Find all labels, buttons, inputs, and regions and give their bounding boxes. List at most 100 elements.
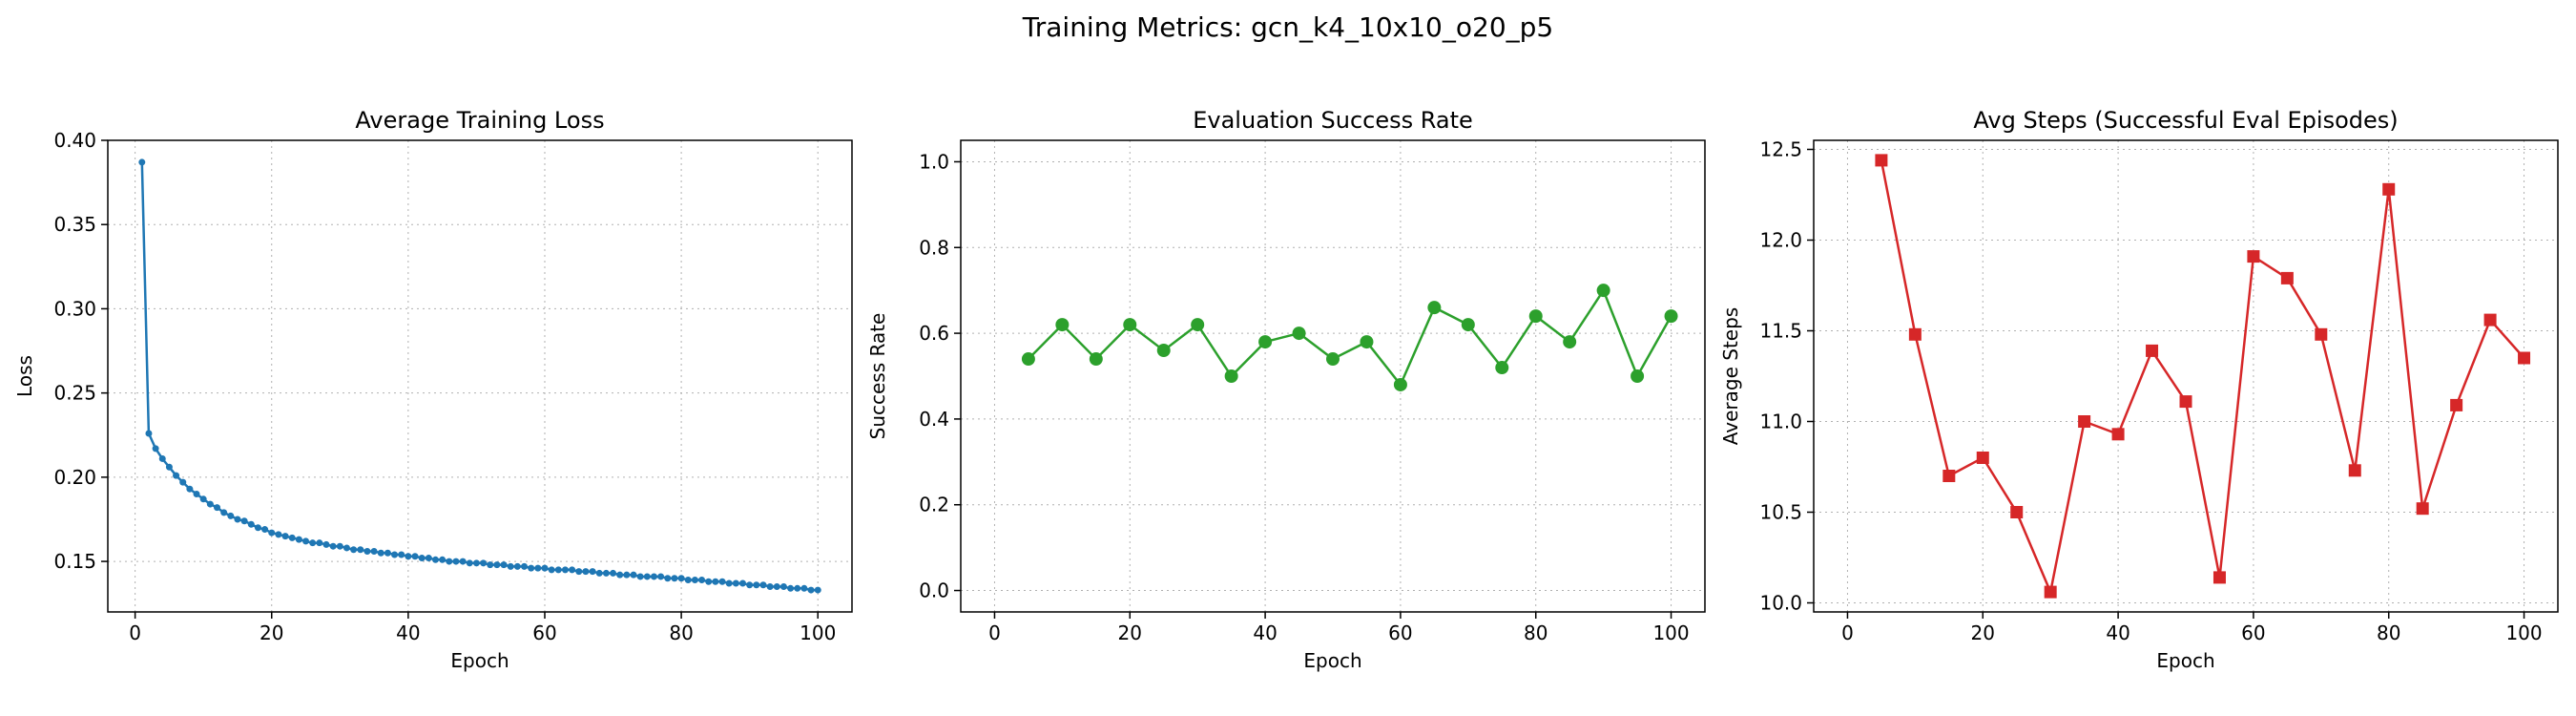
y-tick-label: 10.5: [1759, 501, 1802, 524]
data-point: [500, 561, 508, 569]
x-tick-label: 80: [2377, 621, 2400, 644]
data-point: [773, 583, 780, 591]
data-point: [2450, 398, 2463, 411]
data-point: [261, 526, 269, 534]
data-point: [561, 566, 569, 574]
y-tick-label: 0.2: [919, 494, 949, 516]
y-tick-label: 10.0: [1759, 592, 1802, 615]
data-point: [1055, 318, 1070, 332]
x-tick-label: 40: [2106, 621, 2129, 644]
data-point: [158, 454, 166, 462]
data-point: [657, 573, 665, 580]
data-point: [165, 463, 173, 471]
data-point: [2382, 182, 2396, 196]
data-point: [1875, 154, 1888, 167]
data-point: [766, 583, 774, 591]
x-tick-label: 20: [260, 621, 283, 644]
x-tick-label: 60: [532, 621, 556, 644]
data-point: [302, 537, 310, 545]
data-point: [343, 544, 350, 552]
data-point: [418, 555, 426, 562]
x-tick-label: 0: [129, 621, 141, 644]
data-point: [2247, 250, 2260, 263]
data-point: [684, 576, 692, 583]
data-point: [554, 566, 562, 574]
data-point: [787, 584, 795, 592]
data-point: [1191, 318, 1205, 332]
data-point: [528, 564, 535, 572]
x-tick-label: 40: [1253, 621, 1277, 644]
y-axis-label: Average Steps: [1719, 307, 1742, 445]
data-point: [1664, 309, 1678, 324]
series-line: [1880, 159, 2525, 597]
data-point: [1461, 318, 1475, 332]
chart-title: Avg Steps (Successful Eval Episodes): [1973, 107, 2398, 134]
x-tick-label: 0: [988, 621, 1001, 644]
data-point: [759, 581, 767, 589]
data-point: [732, 579, 739, 587]
data-point: [1393, 377, 1407, 391]
x-tick-label: 0: [1841, 621, 1854, 644]
data-point: [227, 512, 235, 519]
data-point: [800, 584, 808, 592]
x-tick-label: 20: [1971, 621, 1995, 644]
data-point: [1908, 327, 1922, 341]
data-point: [2416, 502, 2429, 516]
data-point: [487, 561, 494, 569]
data-point: [1224, 369, 1238, 383]
data-point: [357, 546, 364, 554]
data-point: [145, 430, 153, 437]
data-point: [275, 531, 282, 538]
data-point: [507, 562, 514, 570]
data-point: [411, 553, 419, 560]
x-tick-label: 60: [2241, 621, 2265, 644]
data-point: [746, 581, 754, 589]
data-point: [138, 158, 146, 166]
data-point: [1292, 326, 1306, 341]
data-point: [2348, 464, 2361, 477]
data-point: [295, 536, 302, 543]
y-tick-label: 0.40: [53, 129, 96, 152]
data-point: [650, 573, 657, 580]
data-point: [548, 566, 555, 574]
data-point: [2146, 344, 2159, 357]
x-axis-label: Epoch: [2156, 649, 2214, 672]
chart-panel-2: 0 20 40 60 80 100 0.0 0.2 0.4 0.6 0.8 1.0 Evaluation…: [866, 107, 1706, 672]
data-point: [1258, 335, 1273, 349]
data-point: [213, 504, 220, 512]
data-point: [452, 558, 460, 565]
data-point: [472, 559, 480, 567]
data-point: [1631, 369, 1645, 383]
data-point: [247, 520, 255, 528]
data-point: [179, 478, 187, 486]
data-point: [513, 562, 521, 570]
data-point: [794, 584, 801, 592]
data-point: [2179, 395, 2192, 409]
data-point: [569, 566, 576, 574]
data-point: [425, 555, 432, 562]
data-point: [1326, 352, 1340, 367]
data-point: [336, 542, 343, 550]
axes-frame: [1813, 139, 2559, 613]
data-point: [281, 533, 289, 540]
series-line: [140, 161, 819, 592]
data-point: [698, 576, 706, 583]
data-point: [398, 551, 405, 558]
y-axis-label: Loss: [13, 355, 36, 397]
data-point: [1495, 361, 1509, 375]
data-point: [405, 553, 412, 560]
y-tick-label: 11.5: [1759, 320, 1802, 343]
data-point: [322, 540, 330, 548]
data-point: [152, 445, 159, 453]
data-point: [643, 573, 651, 580]
data-point: [753, 581, 760, 589]
data-point: [541, 564, 549, 572]
data-point: [677, 575, 685, 582]
data-point: [534, 564, 542, 572]
data-point: [610, 569, 617, 577]
data-point: [206, 500, 214, 508]
data-point: [705, 578, 713, 585]
data-point: [814, 586, 821, 594]
data-point: [316, 539, 323, 547]
